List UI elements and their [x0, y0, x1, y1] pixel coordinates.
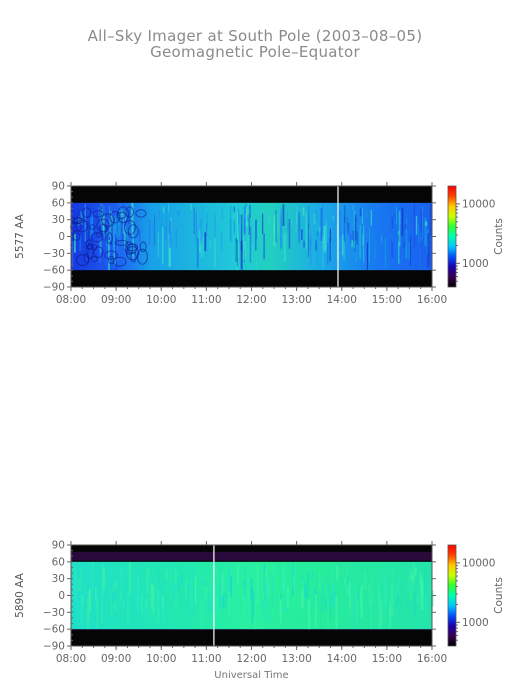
- intensity-texture: [73, 561, 434, 630]
- y-tick-label: 30: [52, 573, 65, 585]
- page-title: All–Sky Imager at South Pole (2003–08–05…: [87, 27, 423, 45]
- x-tick-label: 09:00: [101, 294, 131, 306]
- x-tick-label: 14:00: [327, 294, 357, 306]
- y-axis-label: 5890 AA: [14, 572, 26, 618]
- y-tick-label: 60: [52, 556, 65, 568]
- x-tick-label: 13:00: [281, 294, 311, 306]
- y-tick-label: 30: [52, 214, 65, 226]
- y-axis-label: 5577 AA: [14, 213, 26, 259]
- y-tick-label: 90: [52, 181, 65, 193]
- colorbar-tick-label: 1000: [462, 617, 489, 629]
- colorbar-tick-label: 1000: [462, 258, 489, 270]
- colorbar-tick-label: 10000: [462, 198, 495, 210]
- y-tick-label: 0: [58, 231, 65, 243]
- colorbar-label: Counts: [493, 577, 505, 614]
- colorbar-frame: [447, 185, 457, 288]
- x-tick-label: 14:00: [327, 653, 357, 665]
- x-tick-label: 13:00: [281, 653, 311, 665]
- upper-faint-band: [71, 551, 432, 561]
- y-tick-label: −60: [43, 265, 65, 277]
- x-tick-label: 12:00: [236, 653, 266, 665]
- x-tick-label: 15:00: [372, 294, 402, 306]
- colorbar-label: Counts: [493, 218, 505, 255]
- x-tick-label: 10:00: [146, 294, 176, 306]
- x-tick-label: 10:00: [146, 653, 176, 665]
- x-tick-label: 08:00: [56, 294, 86, 306]
- y-tick-label: 60: [52, 197, 65, 209]
- colorbar-tick-label: 10000: [462, 557, 495, 569]
- page-subtitle: Geomagnetic Pole–Equator: [150, 43, 360, 61]
- x-tick-label: 11:00: [191, 294, 221, 306]
- y-tick-label: 0: [58, 590, 65, 602]
- x-axis-label: Universal Time: [214, 670, 288, 680]
- x-tick-label: 16:00: [417, 294, 447, 306]
- x-tick-label: 12:00: [236, 294, 266, 306]
- colorbar: [448, 186, 456, 287]
- x-tick-label: 11:00: [191, 653, 221, 665]
- x-tick-label: 15:00: [372, 653, 402, 665]
- intensity-texture: [70, 202, 433, 271]
- y-tick-label: −60: [43, 624, 65, 636]
- y-tick-label: −90: [43, 282, 65, 294]
- y-tick-label: −90: [43, 641, 65, 653]
- x-tick-label: 08:00: [56, 653, 86, 665]
- colorbar-frame: [447, 544, 457, 647]
- colorbar: [448, 545, 456, 646]
- y-tick-label: 90: [52, 540, 65, 552]
- y-tick-label: −30: [43, 607, 65, 619]
- x-tick-label: 09:00: [101, 653, 131, 665]
- x-tick-label: 16:00: [417, 653, 447, 665]
- y-tick-label: −30: [43, 248, 65, 260]
